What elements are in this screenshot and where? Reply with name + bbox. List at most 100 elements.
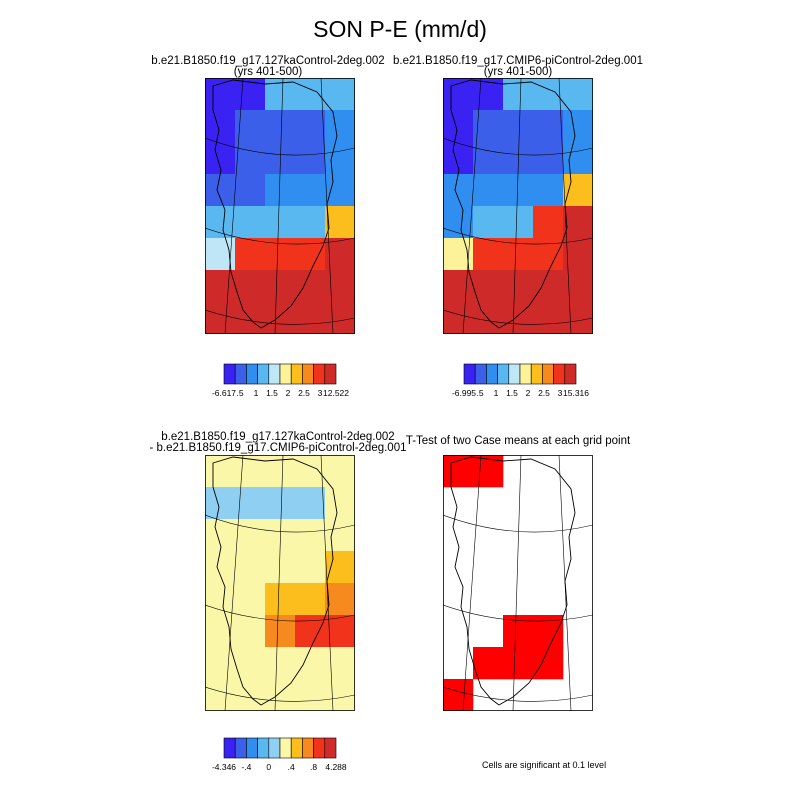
map-frame	[205, 455, 355, 711]
heatmap-cell	[205, 302, 236, 334]
heatmap-cell	[295, 302, 326, 334]
heatmap-cell	[473, 270, 504, 303]
heatmap-cell	[563, 110, 593, 143]
map-frame	[443, 78, 593, 334]
panel4-title-line1: T-Test of two Case means at each grid po…	[405, 435, 631, 447]
heatmap-cell	[295, 519, 326, 552]
panel3-title-line1: b.e21.B1850.f19_g17.127kaControl-2deg.00…	[161, 431, 395, 443]
heatmap-cell	[325, 302, 355, 334]
heatmap-cell	[295, 270, 326, 303]
panel3-map	[205, 455, 355, 711]
parallel-line	[205, 227, 355, 245]
parallel-line	[205, 137, 355, 156]
parallel-line	[443, 686, 593, 702]
graticule	[205, 78, 355, 334]
graticule	[205, 455, 355, 711]
colorbar-swatch	[234, 737, 247, 759]
panel2-title: b.e21.B1850.f19_g17.CMIP6-piControl-2deg…	[388, 55, 648, 78]
panel1-map	[205, 78, 355, 334]
panel3-title-line2: - b.e21.B1850.f19_g17.CMIP6-piControl-2d…	[149, 442, 407, 454]
heatmap-cell	[503, 174, 534, 207]
heatmap-cell	[235, 206, 266, 239]
heatmap-cell	[235, 110, 266, 143]
meridian-line	[462, 78, 482, 334]
colorbar-swatch	[553, 363, 566, 385]
heatmap-cell	[235, 238, 266, 271]
heatmap-cell	[325, 487, 355, 520]
meridian-line	[224, 455, 244, 711]
significant-cell	[443, 679, 474, 711]
colorbar-label: 3	[558, 388, 563, 398]
heatmap-cell	[473, 238, 504, 271]
colorbar-label: 1	[494, 388, 499, 398]
colorbar-swatch	[463, 363, 476, 385]
colorbar-swatch	[290, 737, 303, 759]
heatmap-cell	[205, 551, 236, 584]
colorbar-swatch	[268, 363, 281, 385]
heatmap-cell	[205, 142, 236, 175]
heatmap-cell	[443, 302, 474, 334]
significant-cell	[473, 647, 504, 680]
meridian-line	[274, 78, 284, 334]
colorbar-label: -4.346	[212, 762, 236, 772]
heatmap-cell	[563, 206, 593, 239]
heatmap-cell	[235, 551, 266, 584]
heatmap-cell	[265, 487, 296, 520]
heatmap-cell	[235, 78, 266, 111]
colorbar-swatch	[246, 737, 258, 759]
panel2-title-line1: b.e21.B1850.f19_g17.CMIP6-piControl-2deg…	[393, 55, 643, 67]
parallel-line	[443, 514, 593, 533]
colorbar-label: 2.5	[538, 388, 550, 398]
colorbar-swatch	[474, 363, 487, 385]
heatmap-cell	[563, 174, 593, 207]
heatmap-cell	[205, 110, 236, 143]
colorbar-swatch	[564, 363, 577, 385]
heatmap-cell	[443, 174, 474, 207]
meridian-line	[274, 455, 284, 711]
colorbar-swatch	[530, 363, 543, 385]
colorbar-swatch	[302, 363, 314, 385]
panel3-title: b.e21.B1850.f19_g17.127kaControl-2deg.00…	[148, 431, 408, 454]
coastline	[450, 79, 576, 329]
panel4-title: T-Test of two Case means at each grid po…	[388, 435, 648, 447]
heatmap-cell	[325, 206, 355, 239]
heatmap-cell	[325, 679, 355, 711]
map-frame	[205, 78, 355, 334]
heatmap-cell	[325, 174, 355, 207]
significant-cell	[473, 455, 504, 488]
colorbar-swatch	[497, 363, 510, 385]
colorbar-label: .5	[236, 388, 243, 398]
heatmap-cell	[533, 270, 564, 303]
colorbar-swatch	[313, 363, 326, 385]
panel1-colorbar: -6.617.5 1 1.5 2 2.5 3 12.522	[212, 363, 349, 398]
heatmap-cell	[473, 142, 504, 175]
heatmap-cell	[295, 455, 326, 488]
map-frame	[443, 455, 593, 711]
heatmap-cell	[473, 110, 504, 143]
colorbar-label: 2	[526, 388, 531, 398]
heatmap-cell	[325, 551, 355, 584]
heatmap-cell	[325, 110, 355, 143]
colorbar-label: 1	[254, 388, 259, 398]
parallel-line	[205, 604, 355, 622]
heatmap-cell	[205, 519, 236, 552]
significant-cell	[533, 647, 564, 680]
heatmap-cell	[295, 142, 326, 175]
heatmap-cell	[563, 78, 593, 111]
heatmap-cell	[265, 110, 296, 143]
parallel-line	[205, 686, 355, 702]
colorbar-swatch	[223, 737, 236, 759]
heatmap-cell	[295, 78, 326, 111]
heatmap-cell	[205, 455, 236, 488]
heatmap-cell	[295, 583, 326, 616]
heatmap-cell	[325, 647, 355, 680]
heatmap-cell	[325, 583, 355, 616]
heatmap-cell	[443, 110, 474, 143]
panel1-title-line2: (yrs 401-500)	[233, 66, 303, 78]
heatmap-cell	[235, 455, 266, 488]
colorbar-swatch	[313, 737, 326, 759]
heatmap-cell	[563, 270, 593, 303]
colorbar-swatch	[519, 363, 532, 385]
heatmap-cell	[533, 78, 564, 111]
colorbar-swatch	[234, 363, 247, 385]
